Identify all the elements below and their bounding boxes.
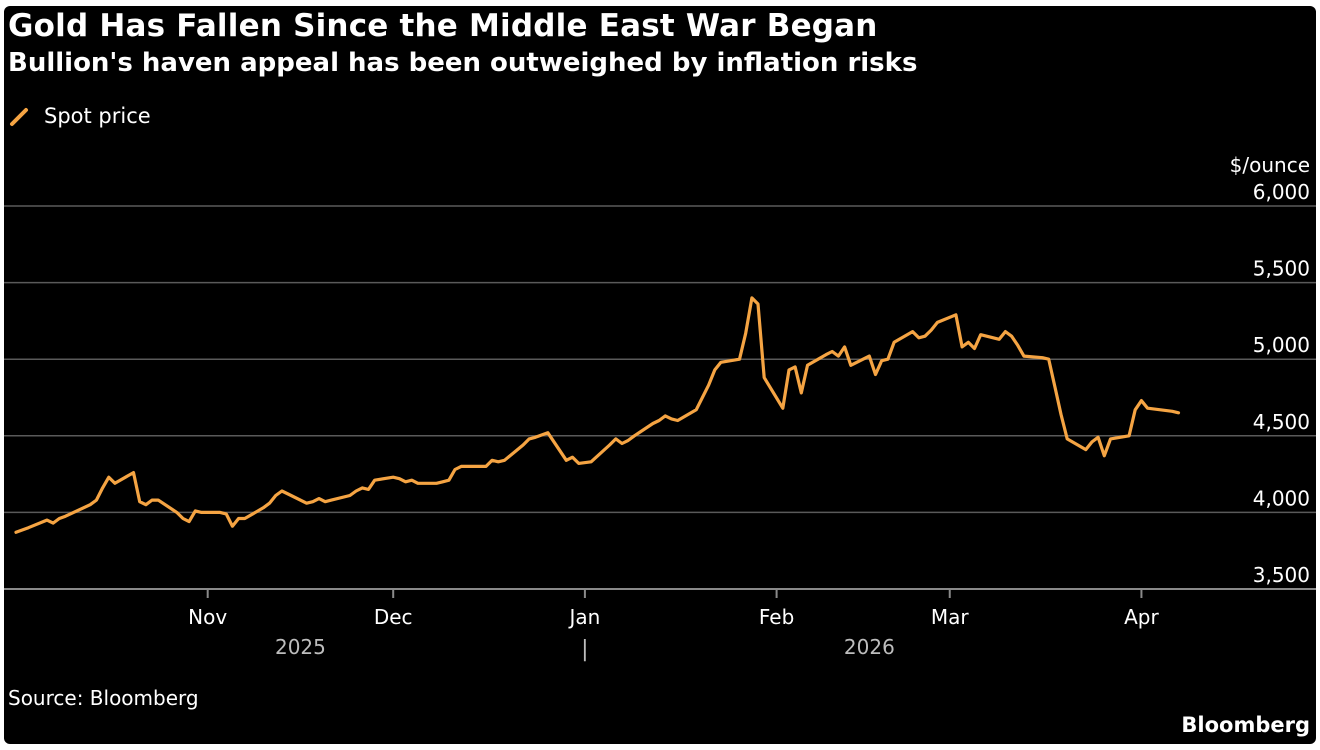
source-note: Source: Bloomberg	[8, 686, 199, 710]
y-tick-label: 4,000	[1253, 486, 1310, 510]
x-tick-label: Apr	[1124, 605, 1159, 629]
chart-frame: Gold Has Fallen Since the Middle East Wa…	[4, 6, 1316, 744]
line-chart: 3,500 4,000 4,500 5,000 5,500 6,000 $/ounce Nov…	[4, 153, 1316, 662]
year-label: 2026	[844, 635, 895, 659]
x-tick-label: Dec	[374, 605, 413, 629]
x-tick-label: Mar	[931, 605, 970, 629]
brand-logo: Bloomberg	[1181, 713, 1310, 737]
chart-title: Gold Has Fallen Since the Middle East Wa…	[8, 8, 878, 44]
year-divider: |	[581, 637, 588, 662]
y-tick-label: 5,000	[1253, 333, 1310, 357]
x-tick-label: Jan	[567, 605, 600, 629]
x-tick-label: Nov	[188, 605, 227, 629]
legend-line-icon	[10, 108, 28, 126]
series-line-spot-price	[14, 296, 1181, 534]
legend: Spot price	[8, 102, 151, 130]
year-label: 2025	[275, 635, 326, 659]
y-tick-label: 4,500	[1253, 410, 1310, 434]
legend-label: Spot price	[44, 104, 151, 128]
y-axis-unit: $/ounce	[1230, 153, 1310, 177]
chart-subtitle: Bullion's haven appeal has been outweigh…	[8, 48, 918, 78]
x-tick-label: Feb	[759, 605, 794, 629]
y-tick-label: 5,500	[1253, 257, 1310, 281]
y-tick-label: 6,000	[1253, 180, 1310, 204]
y-tick-label: 3,500	[1253, 563, 1310, 587]
